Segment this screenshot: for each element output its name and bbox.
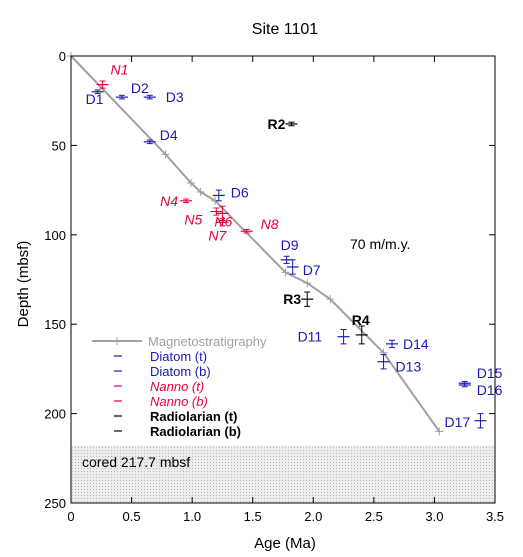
datum-label: D4 xyxy=(160,127,178,143)
datum-d9: D9 xyxy=(280,237,299,264)
magneto-point xyxy=(435,427,444,436)
legend-label: Diatom (b) xyxy=(150,364,211,379)
cored-region xyxy=(71,445,495,503)
magnetostratigraphy-line xyxy=(70,55,441,433)
datum-label: R2 xyxy=(267,116,285,132)
datum-label: N1 xyxy=(110,62,128,78)
legend-item: Diatom (b) xyxy=(114,364,211,379)
legend-item: Radiolarian (t) xyxy=(114,409,237,424)
y-tick-label: 200 xyxy=(44,407,66,422)
axes: 0 0.5 1.0 1.5 2.0 2.5 3.0 3.5 0 50 100 150 200 250 xyxy=(44,49,504,524)
y-tick-label: 250 xyxy=(44,496,66,511)
y-tick-label: 100 xyxy=(44,228,66,243)
cored-area xyxy=(71,445,495,503)
datum-d13: D13 xyxy=(377,354,422,375)
datum-r4: R4 xyxy=(352,312,370,345)
datum-label: D1 xyxy=(86,91,104,107)
legend-label: Magnetostratigraphy xyxy=(148,334,267,349)
legend-item: Magnetostratigraphy xyxy=(92,334,267,349)
x-tick-label: 3.0 xyxy=(425,509,443,524)
datum-label: R3 xyxy=(283,291,301,307)
rate-annotation: 70 m/m.y. xyxy=(350,236,410,252)
legend-label: Radiolarian (t) xyxy=(150,409,237,424)
datum-d1: D1 xyxy=(86,89,104,107)
legend-label: Nanno (b) xyxy=(150,394,208,409)
datum-d6: D6 xyxy=(212,184,249,202)
legend-item: Nanno (b) xyxy=(114,394,208,409)
datum-label: D16 xyxy=(477,382,503,398)
magneto-point xyxy=(196,187,205,196)
datum-label: D17 xyxy=(444,414,470,430)
x-tick-label: 1.0 xyxy=(183,509,201,524)
chart-title: Site 1101 xyxy=(252,21,319,38)
datum-label: N4 xyxy=(160,193,178,209)
x-tick-label: 3.5 xyxy=(486,509,504,524)
datum-n4: N4 xyxy=(160,193,193,209)
datum-label: N8 xyxy=(261,216,279,232)
datum-r3: R3 xyxy=(283,291,314,307)
x-tick-label: 2.5 xyxy=(365,509,383,524)
datum-label: D15 xyxy=(477,365,503,381)
datum-label: D9 xyxy=(281,237,299,253)
datum-d17: D17 xyxy=(444,413,487,430)
datum-label: D13 xyxy=(396,359,422,375)
datum-n8: N8 xyxy=(240,216,279,234)
datum-label: D2 xyxy=(131,80,149,96)
datum-n5: N5 xyxy=(184,207,223,228)
legend-label: Diatom (t) xyxy=(150,349,207,364)
datum-label: D6 xyxy=(231,184,249,200)
y-tick-label: 0 xyxy=(59,49,66,64)
datum-label: D3 xyxy=(166,89,184,105)
datum-r2: R2 xyxy=(267,116,298,132)
datum-label: N5 xyxy=(184,212,202,228)
datum-d7: D7 xyxy=(286,259,321,278)
legend-item: Diatom (t) xyxy=(114,349,207,364)
magneto-point xyxy=(281,268,290,277)
datum-label: D7 xyxy=(303,262,321,278)
x-tick-label: 0.5 xyxy=(123,509,141,524)
datum-d3: D3 xyxy=(143,89,184,105)
magneto-point xyxy=(161,150,170,159)
datum-d2: D2 xyxy=(115,80,149,100)
x-tick-label: 0 xyxy=(67,509,74,524)
y-axis-label: Depth (mbsf) xyxy=(15,241,32,328)
datum-label: D14 xyxy=(403,336,429,352)
datum-d11: D11 xyxy=(298,329,350,345)
x-axis-label: Age (Ma) xyxy=(254,535,316,552)
datum-d14: D14 xyxy=(386,336,429,352)
y-tick-label: 50 xyxy=(52,138,66,153)
datum-label: N7 xyxy=(208,227,227,243)
legend-item: Radiolarian (b) xyxy=(114,424,241,439)
x-tick-label: 2.0 xyxy=(304,509,322,524)
magneto-point xyxy=(303,279,312,288)
datum-n1: N1 xyxy=(96,62,128,89)
magneto-point xyxy=(326,295,335,304)
magneto-point xyxy=(186,178,195,187)
plot-frame xyxy=(70,55,496,504)
datum-label: D11 xyxy=(298,329,323,345)
cored-annotation: cored 217.7 mbsf xyxy=(82,454,190,470)
datum-label: R4 xyxy=(352,312,370,328)
x-tick-label: 1.5 xyxy=(244,509,262,524)
legend-item: Nanno (t) xyxy=(114,379,204,394)
datum-label: N6 xyxy=(214,213,232,229)
legend-label: Radiolarian (b) xyxy=(150,424,241,439)
legend-label: Nanno (t) xyxy=(150,379,204,394)
datum-d4: D4 xyxy=(143,127,178,145)
datum-n7: N7 xyxy=(208,218,229,243)
datum-d16: D16 xyxy=(458,382,503,398)
y-tick-label: 150 xyxy=(44,317,66,332)
